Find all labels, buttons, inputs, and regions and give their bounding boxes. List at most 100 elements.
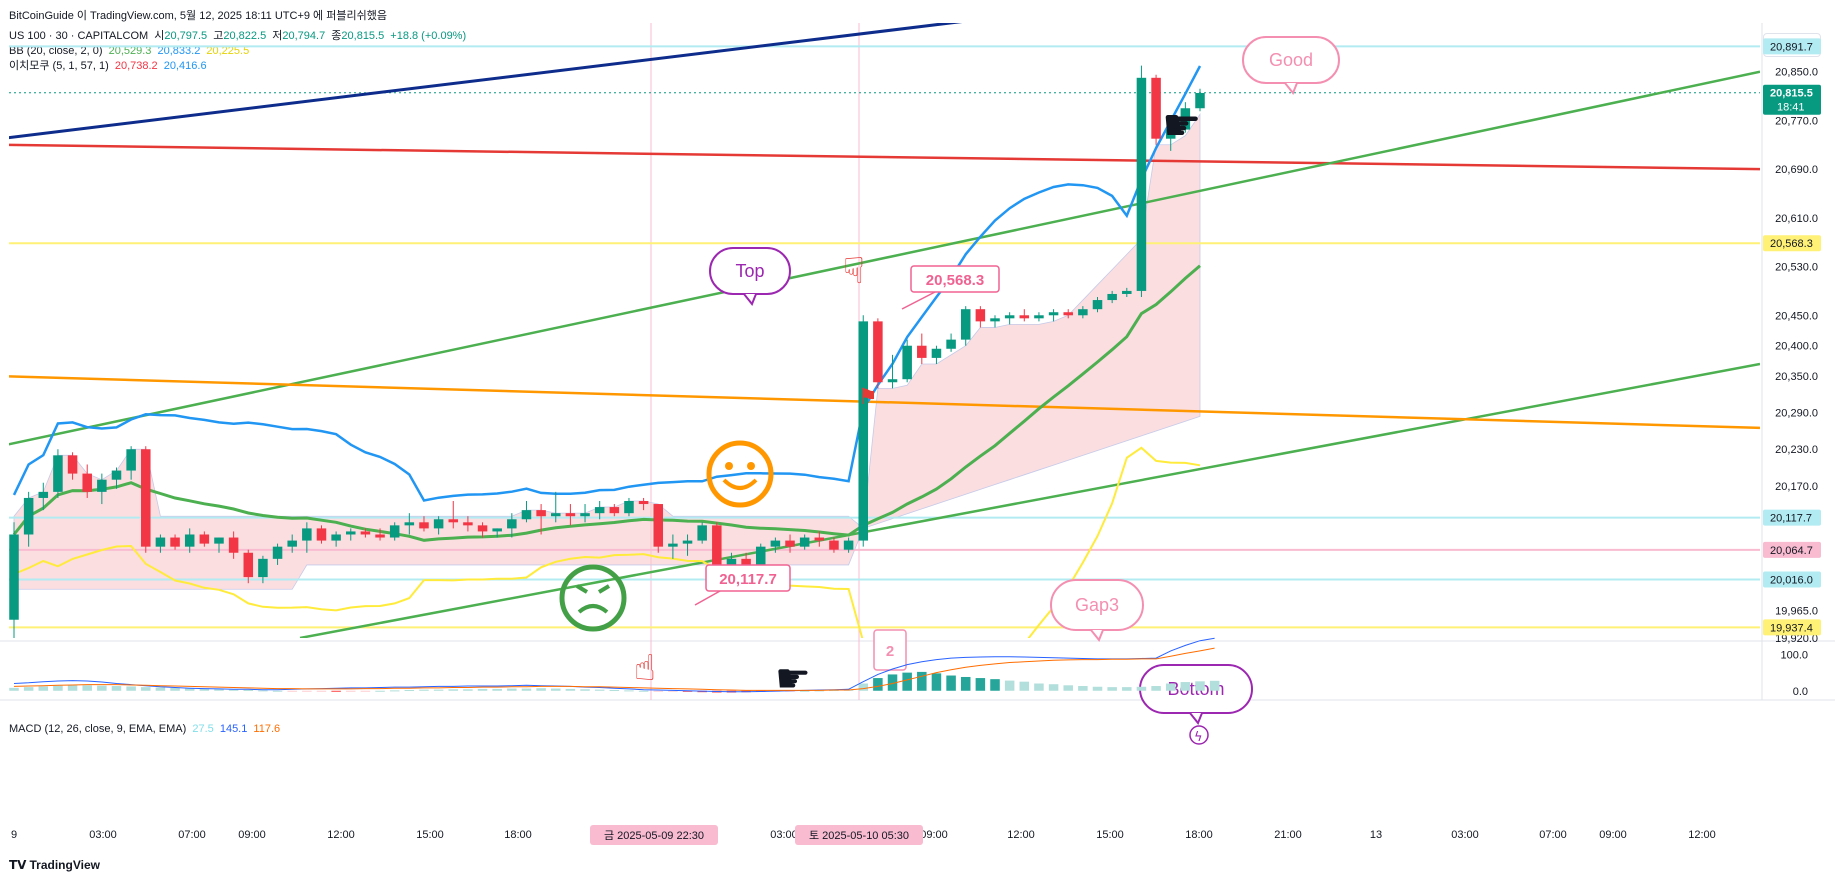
candle[interactable] <box>931 345 942 364</box>
candle[interactable] <box>287 534 297 553</box>
candle[interactable] <box>1180 102 1191 133</box>
candle[interactable] <box>214 537 224 553</box>
candle[interactable] <box>594 500 605 520</box>
candle[interactable] <box>814 531 825 547</box>
candle[interactable] <box>170 534 180 550</box>
candle[interactable] <box>155 534 166 553</box>
candle[interactable] <box>507 513 517 538</box>
candle[interactable] <box>843 537 854 553</box>
candle[interactable] <box>1107 290 1117 304</box>
candle[interactable] <box>1034 312 1044 322</box>
gap3-label[interactable]: Gap3 <box>1050 579 1144 642</box>
candle[interactable] <box>53 449 63 498</box>
macd-tick-label: 0.0 <box>1793 686 1808 698</box>
high-value: 20,822.5 <box>223 30 267 42</box>
candle[interactable] <box>536 504 546 535</box>
candle[interactable] <box>360 528 371 538</box>
candle[interactable] <box>858 315 868 547</box>
candle[interactable] <box>902 339 912 383</box>
candle[interactable] <box>565 504 576 526</box>
candle[interactable] <box>1019 309 1030 322</box>
pointing-hand-icon: ☛ <box>1162 100 1201 151</box>
candle[interactable] <box>873 318 883 389</box>
candle[interactable] <box>990 315 1000 328</box>
candle[interactable] <box>668 534 678 559</box>
candle[interactable] <box>550 491 561 523</box>
candle[interactable] <box>1092 297 1103 313</box>
candle[interactable] <box>1165 126 1176 151</box>
candle[interactable] <box>243 549 254 584</box>
candle[interactable] <box>1048 309 1059 322</box>
candle[interactable] <box>917 333 927 364</box>
macd-legend[interactable]: MACD (12, 26, close, 9, EMA, EMA) 27.5 1… <box>9 723 283 736</box>
candle[interactable] <box>111 467 122 489</box>
candle[interactable] <box>389 522 400 541</box>
candle[interactable] <box>477 522 488 538</box>
price-callout-20568-box <box>910 265 1000 293</box>
candle[interactable] <box>799 534 810 550</box>
gap2-label[interactable]: 2 <box>873 629 907 671</box>
candle[interactable] <box>1151 74 1161 145</box>
candle[interactable] <box>433 516 444 535</box>
candle[interactable] <box>126 446 136 480</box>
candle[interactable] <box>653 504 664 553</box>
candle[interactable] <box>375 528 385 541</box>
price-tick-label: 19,965.0 <box>1775 606 1818 618</box>
candle[interactable] <box>1195 88 1205 112</box>
candle[interactable] <box>9 522 19 638</box>
good-label[interactable]: Good <box>1242 36 1340 95</box>
candle[interactable] <box>1136 65 1147 298</box>
alert-icon[interactable] <box>1189 725 1209 745</box>
candle[interactable] <box>697 522 707 544</box>
candle[interactable] <box>38 482 49 511</box>
candle[interactable] <box>785 534 795 553</box>
candle[interactable] <box>448 500 459 529</box>
candle[interactable] <box>492 528 502 538</box>
candle[interactable] <box>609 504 620 517</box>
candle[interactable] <box>946 333 956 352</box>
candle[interactable] <box>463 516 473 532</box>
price-callout-20117[interactable]: 20,117.7 <box>705 564 791 592</box>
candle[interactable] <box>521 500 532 523</box>
candle[interactable] <box>82 464 92 498</box>
candle[interactable] <box>975 306 986 328</box>
candle-body <box>463 522 473 526</box>
candle[interactable] <box>624 497 634 517</box>
candle[interactable] <box>67 452 78 480</box>
candle[interactable] <box>199 531 210 547</box>
candle[interactable] <box>184 528 195 553</box>
candle[interactable] <box>1122 287 1132 298</box>
candle[interactable] <box>23 491 34 547</box>
candle[interactable] <box>712 522 722 572</box>
candle[interactable] <box>346 528 356 541</box>
candle[interactable] <box>141 446 151 553</box>
candle[interactable] <box>580 504 590 523</box>
candle[interactable] <box>1004 312 1015 325</box>
bb-legend[interactable]: BB (20, close, 2, 0) 20,529.3 20,833.2 2… <box>9 45 252 58</box>
candle[interactable] <box>272 543 283 565</box>
price-callout-20568[interactable]: 20,568.3 <box>910 265 1000 293</box>
candle[interactable] <box>404 513 415 535</box>
candle[interactable] <box>960 306 971 346</box>
candle[interactable] <box>331 531 341 547</box>
ichimoku-legend[interactable]: 이치모쿠 (5, 1, 57, 1) 20,738.2 20,416.6 <box>9 60 210 73</box>
candle[interactable] <box>682 534 693 556</box>
candle[interactable] <box>1063 309 1073 319</box>
candle[interactable] <box>97 473 107 505</box>
candle[interactable] <box>258 555 268 584</box>
candle[interactable] <box>316 525 327 544</box>
bottom-label[interactable]: Bottom <box>1139 664 1253 725</box>
top-label[interactable]: Top <box>709 247 791 306</box>
candle[interactable] <box>829 537 839 553</box>
macd-histogram-bar <box>507 688 517 691</box>
candle[interactable] <box>638 497 649 511</box>
candle[interactable] <box>419 516 429 532</box>
symbol-label[interactable]: US 100 · 30 · CAPITALCOM <box>9 30 149 42</box>
candle[interactable] <box>1078 306 1088 319</box>
candle[interactable] <box>887 354 898 389</box>
ichimoku-cloud <box>13 113 1201 590</box>
candle[interactable] <box>302 522 312 553</box>
candle[interactable] <box>228 531 239 559</box>
candle[interactable] <box>770 537 781 553</box>
